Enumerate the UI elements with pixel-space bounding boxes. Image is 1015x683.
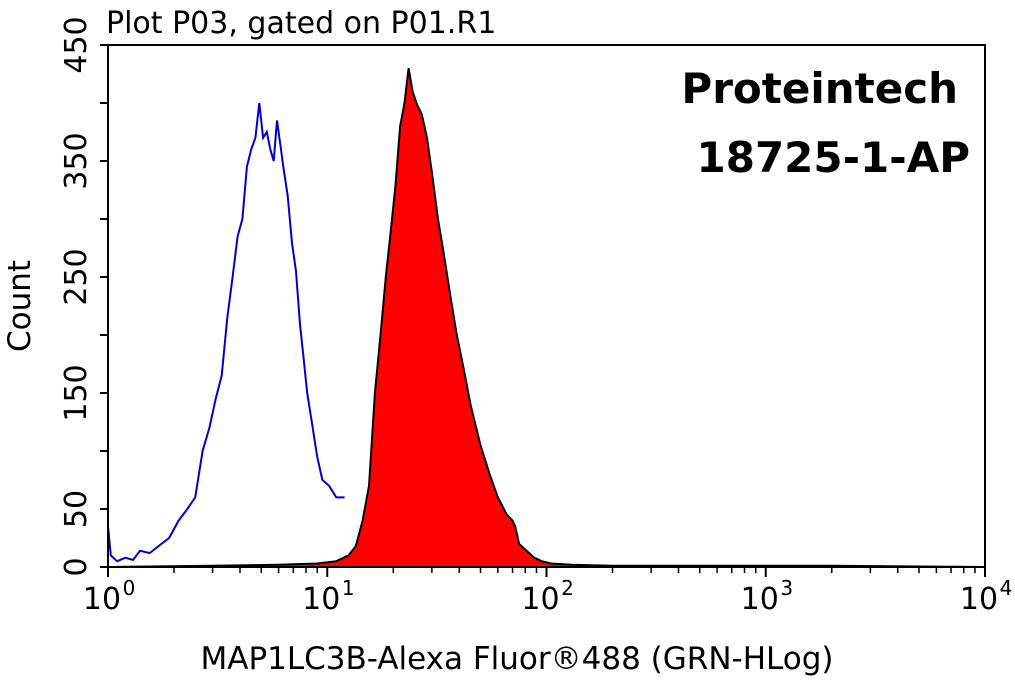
catalog-number-annotation: 18725-1-AP (697, 133, 971, 182)
control-histogram-line (107, 102, 345, 563)
x-tick-label-exponent: 2 (561, 576, 574, 600)
x-tick-label-base: 10 (521, 582, 559, 617)
x-tick-label: 10 3 (741, 576, 793, 617)
x-tick-label-exponent: 4 (1000, 576, 1013, 600)
x-tick-label: 10 0 (83, 576, 135, 617)
brand-annotation: Proteintech (681, 64, 958, 113)
y-tick-label: 250 (59, 248, 94, 305)
series-layer (107, 68, 986, 568)
x-tick-label-base: 10 (960, 582, 998, 617)
chart-title: Plot P03, gated on P01.R1 (106, 6, 496, 41)
y-tick-label: 0 (59, 557, 94, 576)
y-tick-label: 350 (59, 132, 94, 189)
y-tick-label: 150 (59, 364, 94, 421)
x-tick-label-exponent: 0 (123, 576, 136, 600)
x-tick-label-base: 10 (741, 582, 779, 617)
x-tick-label: 10 2 (521, 576, 573, 617)
x-tick-label-base: 10 (83, 582, 121, 617)
x-tick-label-base: 10 (302, 582, 340, 617)
plot-frame (107, 44, 986, 568)
y-tick-label: 50 (59, 490, 94, 528)
x-tick-label-exponent: 1 (342, 576, 355, 600)
x-axis-label: MAP1LC3B-Alexa Fluor®488 (GRN-HLog) (201, 641, 834, 677)
x-tick-label-exponent: 3 (780, 576, 793, 600)
x-tick-label: 10 1 (302, 576, 354, 617)
y-tick-label: 450 (59, 16, 94, 73)
sample-histogram-fill (107, 68, 986, 568)
y-axis-label: Count (2, 260, 38, 352)
x-tick-label: 10 4 (960, 576, 1012, 617)
